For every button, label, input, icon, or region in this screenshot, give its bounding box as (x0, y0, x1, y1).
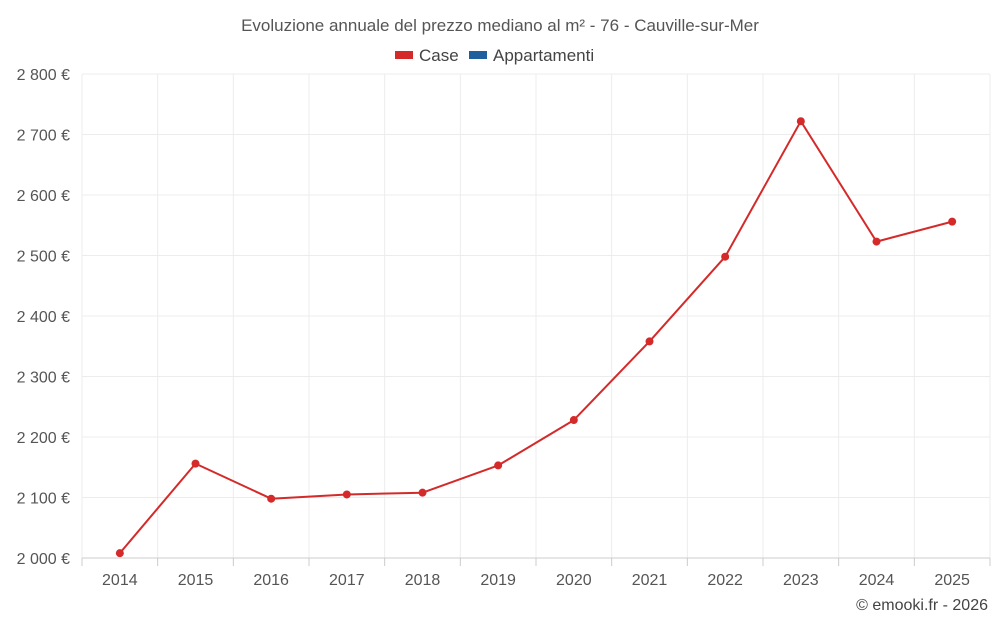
data-point[interactable] (494, 461, 503, 470)
data-point[interactable] (872, 237, 881, 246)
x-tick-label: 2022 (707, 572, 743, 589)
data-point[interactable] (796, 117, 805, 126)
x-tick-label: 2021 (632, 572, 668, 589)
data-point[interactable] (418, 488, 427, 497)
data-point[interactable] (721, 252, 730, 261)
x-tick-label: 2020 (556, 572, 592, 589)
y-tick-label: 2 700 € (17, 128, 70, 145)
y-tick-label: 2 000 € (17, 551, 70, 568)
y-axis: 2 000 € 2 100 € 2 200 € 2 300 € 2 400 € 2 500… (17, 67, 70, 568)
legend-item-appartamenti[interactable]: Appartamenti (469, 46, 594, 65)
data-point[interactable] (342, 490, 351, 499)
x-tick-label: 2015 (178, 572, 214, 589)
x-tick-label: 2016 (253, 572, 289, 589)
grid (81, 73, 991, 558)
data-point[interactable] (191, 459, 200, 468)
series-line-case (119, 120, 953, 554)
x-tick-label: 2014 (102, 572, 138, 589)
data-point[interactable] (948, 217, 957, 226)
legend-item-case[interactable]: Case (395, 46, 459, 65)
x-tick-label: 2023 (783, 572, 819, 589)
y-tick-label: 2 500 € (17, 249, 70, 266)
data-point[interactable] (267, 494, 276, 503)
y-tick-label: 2 800 € (17, 67, 70, 84)
x-axis: 2014 2015 2016 2017 2018 2019 2020 2021 2022 2023… (81, 557, 991, 589)
series-case (115, 117, 957, 558)
data-point[interactable] (645, 337, 654, 346)
data-point[interactable] (569, 416, 578, 425)
legend: Case Appartamenti (395, 46, 594, 65)
credit: © emooki.fr - 2026 (856, 597, 988, 614)
y-tick-label: 2 600 € (17, 188, 70, 205)
data-point[interactable] (115, 549, 124, 558)
x-tick-label: 2024 (859, 572, 895, 589)
chart-title: Evoluzione annuale del prezzo mediano al… (241, 16, 759, 35)
legend-label-appartamenti: Appartamenti (493, 46, 594, 65)
y-tick-label: 2 400 € (17, 309, 70, 326)
y-tick-label: 2 300 € (17, 370, 70, 387)
x-tick-label: 2018 (405, 572, 441, 589)
legend-label-case: Case (419, 46, 459, 65)
y-tick-label: 2 200 € (17, 430, 70, 447)
x-tick-label: 2017 (329, 572, 365, 589)
x-tick-label: 2019 (480, 572, 516, 589)
legend-swatch-appartamenti (469, 51, 487, 59)
legend-swatch-case (395, 51, 413, 59)
y-tick-label: 2 100 € (17, 491, 70, 508)
x-tick-label: 2025 (934, 572, 970, 589)
